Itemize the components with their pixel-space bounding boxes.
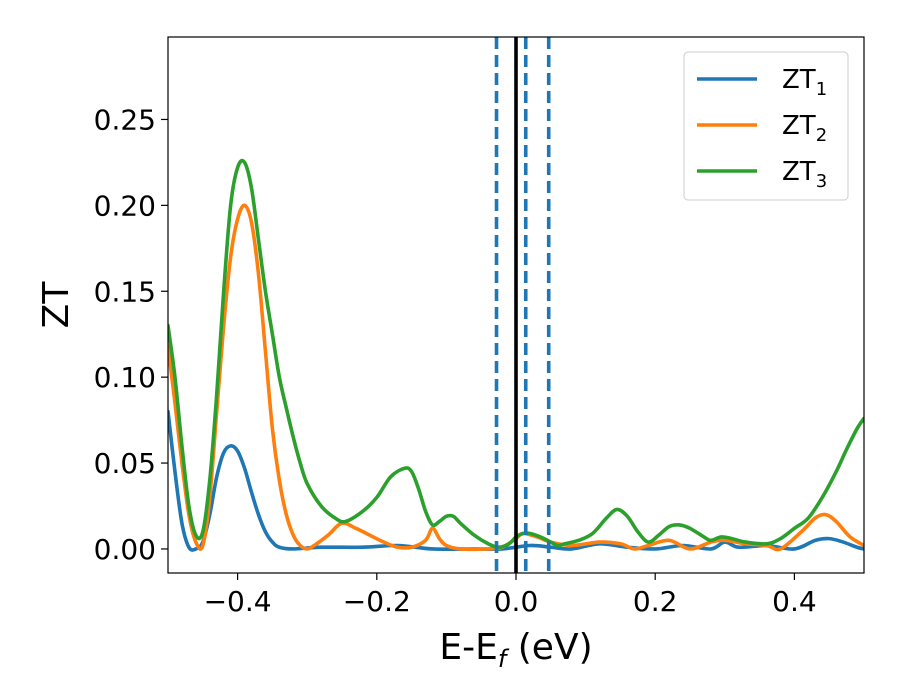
y-tick-label: 0.00 [94, 533, 156, 566]
series-line-zt3 [168, 158, 864, 550]
legend-box [683, 51, 849, 201]
y-tick-label: 0.10 [94, 361, 156, 394]
y-axis-title: ZT [36, 281, 77, 329]
x-tick-label: 0.2 [633, 585, 678, 618]
legend-label-zt2: ZT2 [782, 111, 827, 146]
x-tick-label: −0.2 [343, 585, 411, 618]
y-axis-ticks: 0.00 0.05 0.10 0.15 0.20 0.25 [94, 103, 168, 566]
y-tick-label: 0.15 [94, 275, 156, 308]
y-tick-label: 0.25 [94, 103, 156, 136]
x-axis-ticks: −0.4 −0.2 0.0 0.2 0.4 [204, 573, 817, 618]
plot-area [168, 37, 864, 573]
legend-label-zt1: ZT1 [782, 65, 827, 100]
x-axis-title: E-Ef (eV) [439, 627, 592, 673]
x-tick-label: 0.4 [772, 585, 817, 618]
series-line-zt2 [168, 203, 864, 552]
legend-label-zt3: ZT3 [782, 157, 827, 192]
x-tick-label: 0.0 [494, 585, 539, 618]
y-tick-label: 0.20 [94, 189, 156, 222]
y-tick-label: 0.05 [94, 447, 156, 480]
x-tick-label: −0.4 [204, 585, 272, 618]
legend: ZT1 ZT2 ZT3 [683, 51, 849, 201]
